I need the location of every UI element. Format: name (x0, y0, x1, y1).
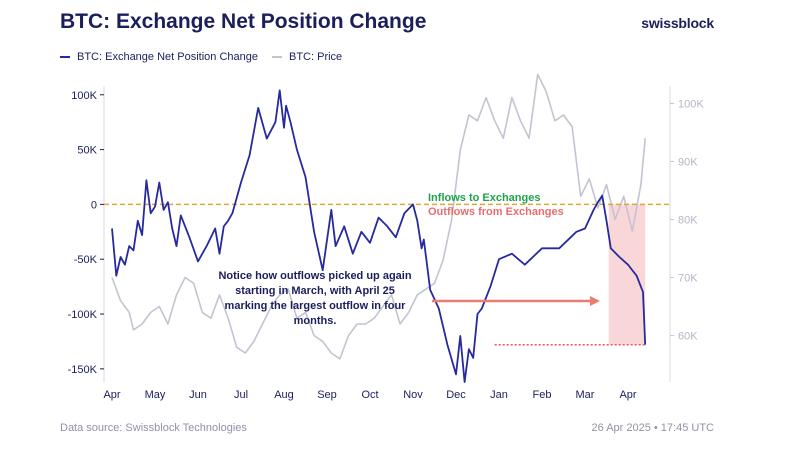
left-tick-label: 0 (91, 199, 97, 211)
right-tick-label: 90K (678, 156, 698, 168)
x-tick-label: May (145, 389, 166, 401)
x-tick-label: Jul (234, 389, 248, 401)
series-line-price (111, 73, 646, 360)
right-tick-label: 70K (678, 273, 698, 285)
right-tick-label: 100K (678, 98, 704, 110)
annotation-callout: Notice how outflows picked up again start… (218, 270, 411, 327)
data-source-note: Data source: Swissblock Technologies (60, 422, 247, 434)
x-tick-label: Mar (576, 389, 595, 401)
right-tick-label: 80K (678, 214, 698, 226)
x-tick-label: Sep (317, 389, 337, 401)
legend-label-net-position: BTC: Exchange Net Position Change (77, 51, 258, 63)
annotation-callout-line: starting in March, with April 25 (235, 285, 395, 297)
left-tick-label: 100K (71, 90, 97, 102)
left-tick-label: -50K (74, 254, 98, 266)
x-tick-label: Apr (103, 389, 120, 401)
timestamp-label: 26 Apr 2025 • 17:45 UTC (591, 422, 714, 434)
outflows-label: Outflows from Exchanges (428, 206, 564, 218)
x-tick-label: Oct (361, 389, 378, 401)
legend-item-net-position[interactable]: BTC: Exchange Net Position Change (60, 51, 258, 63)
x-tick-label: Jun (189, 389, 207, 401)
legend-swatch-net-position (60, 56, 70, 58)
legend-swatch-price (272, 56, 282, 58)
annotation-arrow-head (590, 296, 600, 306)
inflows-label: Inflows to Exchanges (428, 192, 540, 204)
outflow-highlight-region (608, 204, 646, 345)
x-tick-label: Jan (490, 389, 508, 401)
annotation-callout-line: Notice how outflows picked up again (218, 270, 411, 282)
page-title: BTC: Exchange Net Position Change (60, 10, 427, 33)
x-tick-label: Apr (619, 389, 636, 401)
left-tick-label: 50K (77, 145, 97, 157)
x-tick-label: Nov (403, 389, 423, 401)
left-tick-label: -100K (68, 309, 98, 321)
annotation-callout-line: marking the largest outflow in four (225, 300, 407, 312)
chart-legend: BTC: Exchange Net Position Change BTC: P… (60, 51, 356, 63)
left-tick-label: -150K (68, 364, 98, 376)
x-tick-label: Aug (274, 389, 294, 401)
brand-logo: swissblock (641, 15, 714, 31)
series-line-net-position (111, 89, 647, 383)
right-tick-label: 60K (678, 331, 698, 343)
legend-item-price[interactable]: BTC: Price (272, 51, 342, 63)
x-tick-label: Dec (446, 389, 466, 401)
annotation-callout-line: months. (294, 315, 337, 327)
legend-label-price: BTC: Price (289, 51, 343, 63)
x-tick-label: Feb (533, 389, 552, 401)
